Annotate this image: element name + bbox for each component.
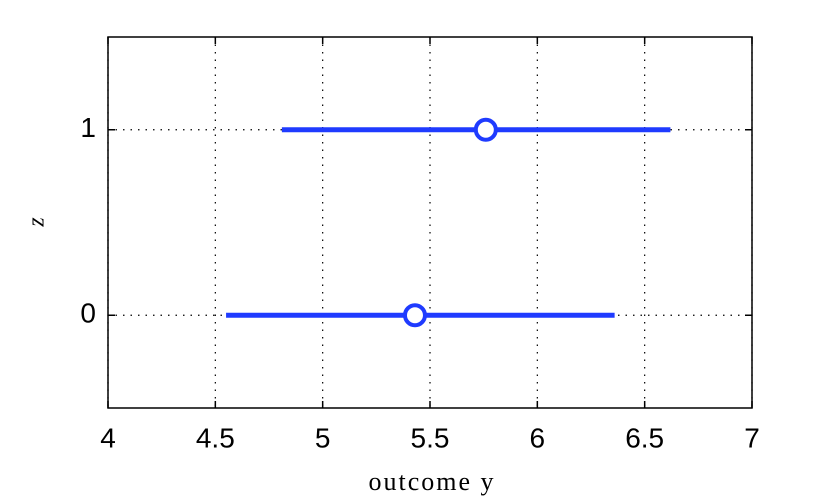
center-marker xyxy=(402,303,427,328)
plot-frame xyxy=(107,36,753,409)
x-tick-label: 5.5 xyxy=(411,422,450,453)
y-tick-label: 1 xyxy=(80,112,96,143)
x-tick-label: 6 xyxy=(530,422,546,453)
x-tick-label: 4.5 xyxy=(196,422,235,453)
x-tick-label: 5 xyxy=(315,422,331,453)
y-axis-label: z xyxy=(24,217,50,228)
x-tick-label: 6.5 xyxy=(625,422,664,453)
x-tick-label: 4 xyxy=(100,422,116,453)
y-tick-label: 0 xyxy=(80,298,96,329)
x-axis-label: outcome y xyxy=(368,467,495,496)
center-marker xyxy=(473,117,498,142)
x-tick-label: 7 xyxy=(744,422,760,453)
